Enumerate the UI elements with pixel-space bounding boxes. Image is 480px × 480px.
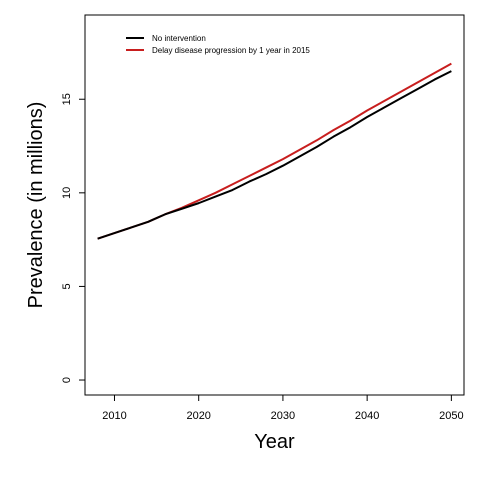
y-axis: 0 5 10 15 [61, 93, 85, 383]
series-line-1 [97, 70, 452, 240]
y-tick-label: 15 [61, 93, 73, 105]
x-tick-label: 2010 [102, 410, 126, 422]
x-axis: 2010 2020 2030 2040 2050 [102, 395, 464, 422]
series-lines [97, 62, 452, 240]
legend-label: Delay disease progression by 1 year in 2… [152, 46, 310, 55]
legend-label: No intervention [152, 34, 206, 43]
plot-frame [84, 14, 465, 396]
x-tick-label: 2050 [439, 410, 463, 422]
x-tick-label: 2030 [271, 410, 295, 422]
y-tick-label: 0 [61, 377, 73, 383]
x-axis-title: Year [254, 431, 295, 453]
legend: No intervention Delay disease progression… [126, 34, 310, 55]
y-tick-label: 10 [61, 187, 73, 199]
x-tick-label: 2040 [355, 410, 379, 422]
y-axis-title: Prevalence (in millions) [25, 102, 47, 309]
x-tick-label: 2020 [186, 410, 210, 422]
series-line-2 [97, 62, 452, 240]
y-tick-label: 5 [61, 283, 73, 289]
